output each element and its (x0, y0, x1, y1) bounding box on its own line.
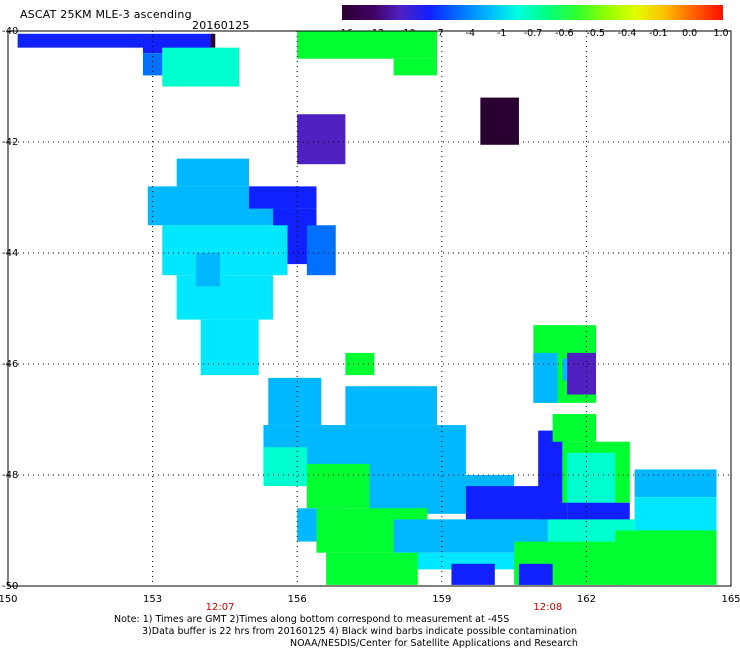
colorbar-tick-label: -7 (434, 28, 443, 39)
latitude-label: -44 (2, 248, 18, 259)
wind-cell (200, 319, 259, 376)
latitude-label: -42 (2, 137, 18, 148)
footnote-line-3: NOAA/NESDIS/Center for Satellite Applica… (290, 638, 578, 649)
longitude-label: 156 (288, 594, 307, 605)
latitude-label: -40 (2, 26, 18, 37)
colorbar-tick-label: -0.6 (555, 28, 574, 39)
footnote-line-1: Note: 1) Times are GMT 2)Times along bot… (114, 614, 510, 625)
pass-time-label: 12:08 (533, 602, 562, 613)
wind-cell (306, 225, 336, 276)
wind-cell (345, 386, 437, 426)
lat-lon-grid (8, 31, 731, 586)
colorbar-tick-label: -1 (497, 28, 506, 39)
longitude-label: 153 (143, 594, 162, 605)
latitude-label: -50 (2, 581, 18, 592)
wind-cell (249, 186, 317, 209)
longitude-label: 159 (432, 594, 451, 605)
wind-cell (176, 158, 249, 187)
wind-cell (162, 225, 288, 276)
wind-cell (615, 530, 717, 585)
wind-cell (393, 58, 437, 76)
wind-cell (562, 358, 568, 381)
wind-cell (162, 47, 240, 87)
map-date: 20160125 (192, 19, 250, 32)
wind-cell (210, 33, 216, 48)
wind-cell (533, 352, 558, 403)
colorbar-tick-label: 1.0 (713, 28, 728, 39)
wind-cell (518, 563, 553, 585)
wind-cell (297, 114, 346, 165)
colorbar-tick-label: -4 (466, 28, 475, 39)
map-frame (7, 30, 732, 587)
wind-speed-data (17, 31, 717, 585)
wind-cell (195, 253, 221, 287)
wind-cell (297, 31, 437, 59)
wind-cell (634, 497, 717, 531)
colorbar-tick-label: -0.5 (586, 28, 605, 39)
footnote-line-2: 3)Data buffer is 22 hrs from 20160125 4)… (142, 626, 578, 637)
wind-cell (552, 413, 597, 442)
wind-cell (345, 352, 375, 376)
latitude-label: -48 (2, 470, 18, 481)
wind-cell (480, 97, 519, 145)
colorbar-tick-label: -0.4 (618, 28, 637, 39)
latitude-label: -46 (2, 359, 18, 370)
wind-cell (17, 33, 143, 48)
wind-cell (567, 352, 597, 395)
wind-cell (268, 377, 322, 426)
longitude-label: 165 (721, 594, 740, 605)
wind-cell (547, 519, 635, 542)
axis-labels: 150 153 156 159 162 165 -40 -42 -44 -46 -48 -50 (0, 26, 740, 605)
wind-cell (306, 463, 370, 509)
wind-cell (634, 469, 717, 498)
wind-cell (263, 447, 307, 487)
pass-time-labels: 12:07 12:08 (206, 602, 563, 613)
colorbar (342, 5, 723, 20)
colorbar-tick-label: -0.1 (649, 28, 668, 39)
pass-time-label: 12:07 (206, 602, 235, 613)
longitude-label: 162 (577, 594, 596, 605)
colorbar-tick-label: 0.0 (682, 28, 697, 39)
colorbar-tick-label: -0.7 (524, 28, 543, 39)
wind-cell (451, 563, 495, 585)
wind-cell (326, 552, 418, 585)
map-title: ASCAT 25KM MLE-3 ascending (20, 8, 192, 21)
wind-cell (176, 275, 274, 320)
longitude-label: 150 (0, 594, 18, 605)
